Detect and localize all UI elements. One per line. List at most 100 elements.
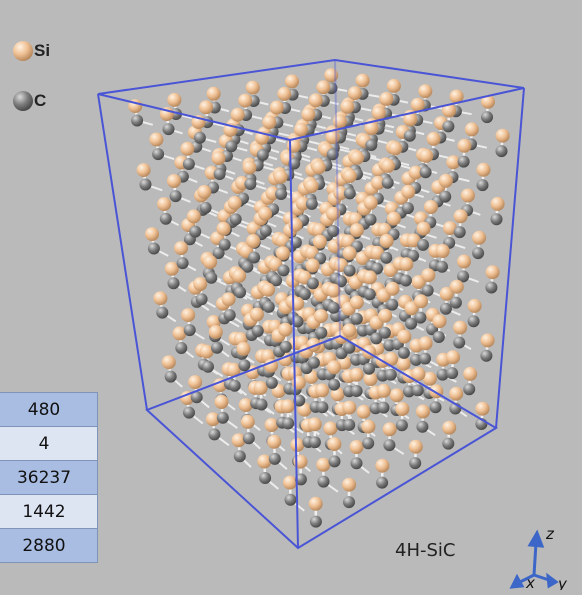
c-atom (293, 394, 306, 407)
si-atom (490, 196, 505, 211)
si-atom (349, 367, 364, 382)
si-atom (325, 130, 340, 144)
c-atom (279, 340, 292, 353)
c-atom (298, 288, 311, 301)
si-atom (280, 399, 295, 414)
c-atom (377, 401, 390, 414)
si-atom (347, 86, 362, 101)
si-atom (253, 381, 268, 395)
si-atom (164, 261, 179, 276)
c-atom (328, 378, 341, 391)
c-atom (457, 270, 470, 283)
si-atom (416, 404, 430, 419)
axis-label-z: z (545, 525, 555, 543)
si-atom (443, 221, 457, 236)
c-atom (480, 349, 493, 362)
table-cell: 1442 (0, 494, 98, 529)
si-atom (327, 437, 342, 452)
si-atom (277, 86, 292, 101)
si-atom (199, 100, 214, 115)
si-atom (361, 419, 376, 434)
c-atom (383, 439, 396, 452)
c-atom (308, 436, 321, 449)
si-atom (363, 195, 378, 210)
c-atom (405, 317, 418, 330)
c-atom (481, 111, 493, 124)
c-atom (343, 418, 356, 431)
si-atom (275, 246, 290, 261)
si-atom (467, 298, 482, 313)
si-atom (356, 404, 371, 419)
si-atom (389, 388, 404, 403)
si-atom (199, 344, 214, 359)
table-row: 36237 (0, 460, 98, 495)
c-atom (421, 284, 434, 297)
axis-label-y: y (557, 575, 568, 590)
c-atom (350, 457, 363, 470)
si-atom (423, 200, 438, 214)
si-atom (203, 255, 218, 269)
c-atom (305, 197, 318, 210)
si-atom (301, 107, 316, 122)
c-atom (256, 148, 269, 161)
si-atom (304, 179, 319, 194)
table-cell: 4 (0, 426, 98, 461)
cell-edge-right (495, 87, 525, 429)
c-atom (436, 260, 448, 273)
si-atom (382, 422, 397, 437)
c-atom (453, 336, 466, 349)
si-atom (278, 322, 293, 337)
c-atom (233, 450, 246, 463)
c-atom (414, 311, 427, 324)
c-atom (182, 158, 195, 170)
si-atom (206, 86, 221, 101)
si-atom (385, 281, 400, 296)
c-atom (193, 131, 206, 144)
c-atom (284, 493, 297, 506)
si-atom (442, 420, 457, 435)
si-atom (364, 121, 379, 136)
si-atom (249, 307, 264, 322)
si-atom (342, 477, 357, 492)
si-atom (208, 325, 223, 339)
c-atom (218, 238, 231, 251)
si-atom (216, 221, 231, 236)
c-atom (376, 476, 389, 489)
c-atom (364, 213, 377, 226)
si-atom (332, 114, 347, 129)
c-atom (242, 432, 255, 445)
si-atom (418, 84, 433, 99)
c-atom (213, 168, 226, 180)
table-row: 480 (0, 392, 98, 427)
c-atom (328, 455, 341, 468)
c-atom (485, 281, 498, 294)
c-atom (195, 293, 208, 306)
c-atom (139, 178, 152, 191)
c-atom (363, 362, 375, 375)
si-atom (384, 352, 399, 366)
si-atom (232, 268, 247, 283)
si-atom (395, 402, 410, 416)
c-atom (175, 342, 188, 354)
si-atom (294, 122, 308, 137)
c-atom (350, 312, 363, 325)
si-atom (481, 94, 495, 109)
c-atom (495, 145, 508, 158)
si-atom (363, 372, 378, 386)
si-atom (312, 234, 327, 249)
c-atom (419, 166, 432, 179)
c-atom (457, 155, 470, 168)
c-atom (371, 262, 384, 275)
c-atom (326, 148, 339, 161)
axis-label-x: x (525, 574, 535, 590)
c-atom (381, 176, 394, 189)
c-atom (397, 346, 410, 359)
si-atom (211, 151, 226, 166)
c-atom (248, 251, 261, 264)
si-atom (327, 360, 341, 375)
table-row: 4 (0, 426, 98, 461)
c-atom (275, 188, 288, 200)
si-atom (457, 254, 471, 269)
si-atom (416, 221, 431, 236)
si-atom (386, 78, 401, 93)
